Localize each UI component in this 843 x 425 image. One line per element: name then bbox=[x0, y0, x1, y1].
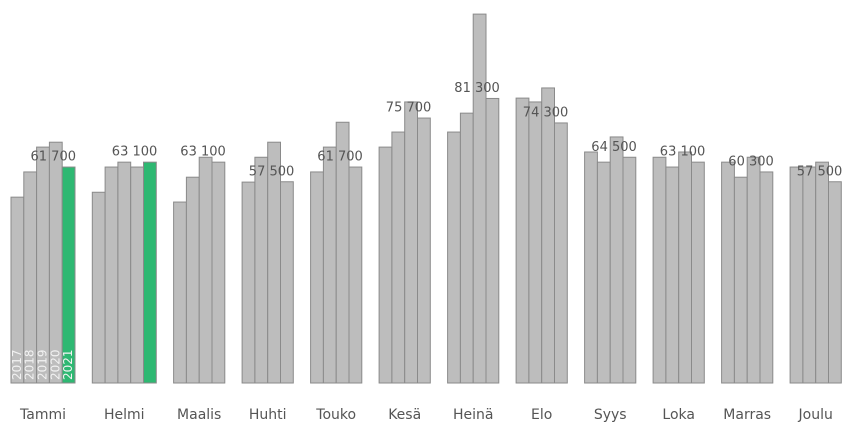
bar bbox=[665, 166, 680, 384]
x-tick-label: Huhti bbox=[249, 407, 287, 423]
bar bbox=[417, 117, 431, 384]
bar bbox=[733, 176, 748, 384]
bar bbox=[254, 156, 269, 384]
bar bbox=[185, 176, 200, 384]
x-tick-label: Heinä bbox=[453, 407, 493, 423]
x-tick-label: Elo bbox=[531, 407, 552, 423]
bar bbox=[622, 156, 637, 384]
bar bbox=[596, 161, 611, 384]
x-tick-label: Joulu bbox=[798, 407, 833, 423]
bar bbox=[36, 146, 50, 384]
legend-label: 2020 bbox=[48, 349, 62, 380]
bar bbox=[117, 161, 132, 384]
data-label: 75 700 bbox=[386, 101, 432, 116]
bar bbox=[678, 151, 693, 384]
data-label: 60 300 bbox=[728, 154, 774, 169]
x-tick-label: Marras bbox=[723, 407, 771, 423]
legend-label: 2021 bbox=[61, 349, 75, 380]
bar bbox=[198, 156, 213, 384]
bar bbox=[541, 87, 556, 384]
bar bbox=[241, 181, 256, 384]
bar bbox=[447, 131, 461, 384]
data-label: 63 100 bbox=[112, 145, 158, 160]
bar bbox=[211, 161, 226, 384]
bar bbox=[130, 166, 144, 384]
bar bbox=[173, 201, 187, 384]
bar bbox=[322, 146, 337, 384]
bar bbox=[459, 112, 474, 384]
bar bbox=[584, 151, 598, 384]
bar bbox=[348, 166, 363, 384]
x-tick-label: Loka bbox=[662, 407, 695, 423]
data-label: 81 300 bbox=[454, 81, 500, 96]
bar bbox=[691, 161, 705, 384]
legend-label: 2017 bbox=[10, 349, 24, 380]
bar bbox=[746, 156, 761, 384]
bar bbox=[61, 166, 76, 384]
x-tick-label: Syys bbox=[594, 407, 627, 423]
legend-label: 2018 bbox=[23, 349, 37, 380]
bar bbox=[609, 136, 624, 384]
data-label: 63 100 bbox=[180, 145, 226, 160]
bar bbox=[391, 131, 406, 384]
x-tick-label: Tammi bbox=[19, 407, 66, 423]
bar bbox=[485, 97, 500, 384]
bar bbox=[378, 146, 393, 384]
data-label: 57 500 bbox=[797, 164, 843, 179]
bar bbox=[802, 166, 817, 384]
x-tick-label: Maalis bbox=[177, 407, 221, 423]
bar bbox=[48, 141, 63, 384]
data-label: 61 700 bbox=[31, 150, 77, 165]
bar bbox=[143, 161, 157, 384]
data-label: 63 100 bbox=[660, 145, 706, 160]
bar bbox=[789, 166, 804, 384]
bar bbox=[528, 101, 543, 384]
x-tick-label: Kesä bbox=[388, 407, 421, 423]
bar bbox=[91, 191, 106, 384]
bar bbox=[828, 181, 842, 384]
data-label: 74 300 bbox=[523, 105, 569, 120]
bar bbox=[104, 166, 119, 384]
bar bbox=[554, 122, 568, 384]
bar bbox=[652, 156, 667, 384]
data-label: 57 500 bbox=[249, 164, 295, 179]
data-label: 64 500 bbox=[591, 140, 637, 155]
bar bbox=[310, 171, 324, 384]
bar bbox=[515, 97, 530, 384]
data-label: 61 700 bbox=[317, 150, 363, 165]
bar bbox=[815, 161, 830, 384]
bar bbox=[721, 161, 735, 384]
bar bbox=[280, 181, 294, 384]
x-tick-label: Touko bbox=[315, 407, 356, 423]
bar bbox=[759, 171, 774, 384]
legend-label: 2019 bbox=[36, 349, 50, 380]
x-tick-label: Helmi bbox=[104, 407, 145, 423]
bar bbox=[404, 101, 419, 384]
bar bbox=[472, 13, 487, 384]
